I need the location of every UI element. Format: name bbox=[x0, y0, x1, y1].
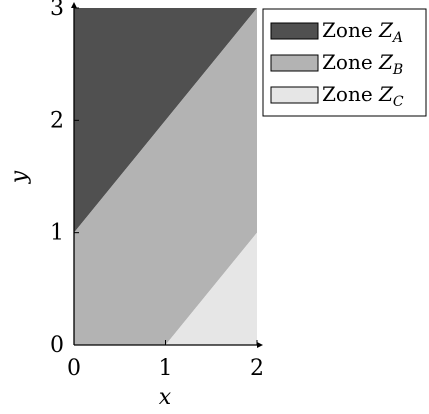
zone-region-c bbox=[165, 232, 257, 345]
y-tick-label: 3 bbox=[50, 0, 64, 21]
x-axis-arrow bbox=[257, 342, 263, 348]
legend-label-b: Zone ZB bbox=[322, 50, 403, 78]
zone-region-b bbox=[74, 8, 257, 345]
tick-labels: 0 1 2 0 1 2 3 bbox=[50, 0, 264, 381]
legend-swatch-b bbox=[270, 54, 319, 72]
x-tick-label: 0 bbox=[67, 356, 81, 381]
legend: Zone ZA Zone ZB Zone ZC bbox=[262, 8, 427, 117]
y-axis-arrow bbox=[71, 2, 77, 8]
y-axis-label: y bbox=[7, 170, 32, 184]
x-tick-label: 1 bbox=[159, 356, 173, 381]
legend-label-a: Zone ZA bbox=[322, 18, 403, 46]
x-axis-label: x bbox=[159, 385, 172, 410]
legend-label-c: Zone ZC bbox=[322, 82, 404, 110]
y-tick-label: 0 bbox=[50, 333, 64, 358]
zone-regions bbox=[74, 8, 257, 345]
legend-swatch-a bbox=[270, 22, 319, 40]
y-tick-label: 1 bbox=[50, 221, 64, 246]
y-tick-label: 2 bbox=[50, 108, 64, 133]
axes bbox=[71, 2, 263, 348]
legend-swatch-c bbox=[270, 86, 319, 104]
x-tick-label: 2 bbox=[250, 356, 264, 381]
